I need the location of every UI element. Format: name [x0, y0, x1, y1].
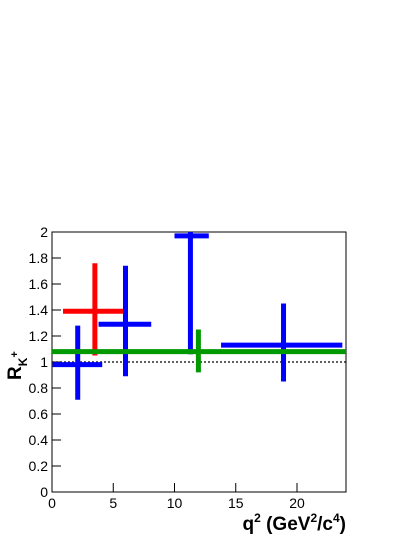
- x-tick-label: 0: [48, 495, 56, 511]
- y-tick-label: 1.2: [29, 328, 49, 344]
- y-tick-label: 1.8: [29, 250, 49, 266]
- x-axis-title-part: (GeV: [261, 514, 311, 535]
- x-axis-title: q2 (GeV2/c4): [243, 511, 346, 535]
- x-axis-title-part: ): [340, 514, 346, 535]
- y-tick-label: 1: [40, 354, 48, 370]
- y-axis-title-sub: K: [16, 357, 30, 366]
- x-axis-title-sup: 2: [310, 511, 317, 525]
- y-tick-label: 0: [40, 484, 48, 500]
- y-tick-label: 0.4: [29, 432, 49, 448]
- x-axis-title-sup: 2: [254, 511, 261, 525]
- x-tick-label: 15: [228, 495, 244, 511]
- y-axis-title-sup: +: [9, 351, 21, 357]
- x-axis-title-sup: 4: [333, 511, 340, 525]
- y-tick-label: 2: [40, 224, 48, 240]
- x-axis-title-part: q: [243, 514, 255, 535]
- x-tick-label: 5: [109, 495, 117, 511]
- y-axis-title-part: R: [5, 366, 26, 380]
- y-tick-label: 0.6: [29, 406, 49, 422]
- x-tick-label: 10: [167, 495, 183, 511]
- x-tick-label: 20: [289, 495, 305, 511]
- y-tick-label: 1.4: [29, 302, 49, 318]
- y-axis-title: RK+: [5, 351, 30, 380]
- y-tick-label: 0.2: [29, 458, 49, 474]
- x-axis-title-part: /c: [317, 514, 333, 535]
- y-tick-label: 1.6: [29, 276, 49, 292]
- y-tick-label: 0.8: [29, 380, 49, 396]
